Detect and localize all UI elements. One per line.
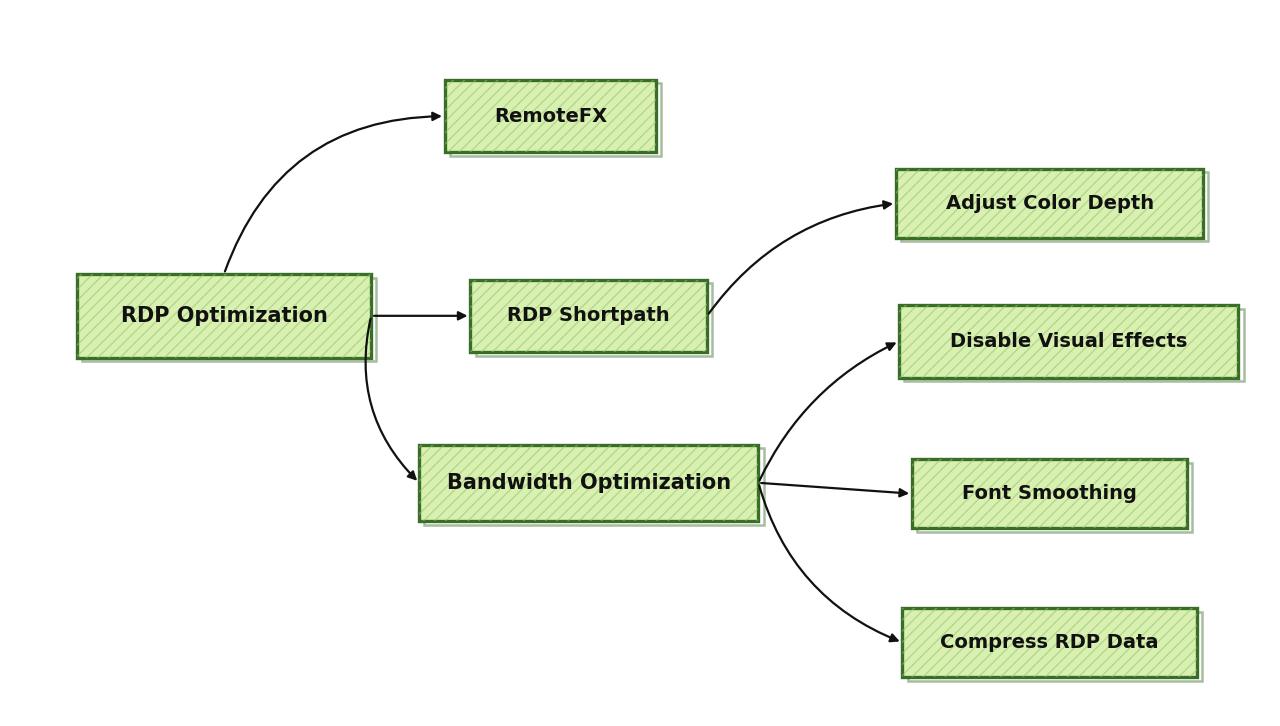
FancyBboxPatch shape [896,169,1203,238]
FancyBboxPatch shape [77,274,371,358]
Text: Adjust Color Depth: Adjust Color Depth [946,194,1153,213]
FancyBboxPatch shape [445,80,657,152]
Text: Bandwidth Optimization: Bandwidth Optimization [447,473,731,493]
FancyBboxPatch shape [420,444,759,521]
Text: RDP Optimization: RDP Optimization [120,306,328,326]
Text: RemoteFX: RemoteFX [494,107,607,126]
Text: Font Smoothing: Font Smoothing [963,484,1137,503]
Text: Compress RDP Data: Compress RDP Data [941,633,1158,652]
Text: Disable Visual Effects: Disable Visual Effects [950,332,1188,351]
Text: RDP Shortpath: RDP Shortpath [507,306,671,325]
FancyBboxPatch shape [471,280,708,352]
FancyBboxPatch shape [899,305,1238,378]
FancyBboxPatch shape [902,608,1197,677]
FancyBboxPatch shape [911,459,1187,529]
